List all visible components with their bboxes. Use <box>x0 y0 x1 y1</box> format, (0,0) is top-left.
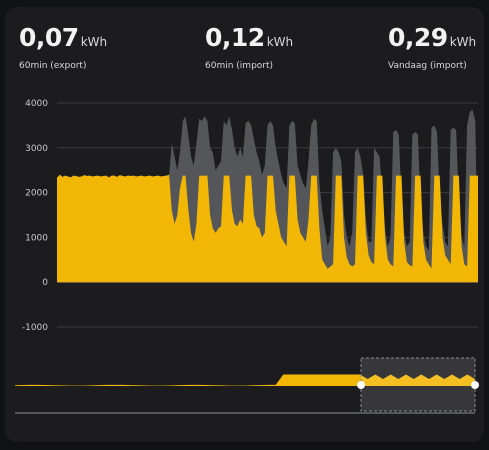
energy-card: 0,07 kWh 60min (export) 0,12 kWh 60min (im… <box>5 7 484 442</box>
stat-import-today: 0,29 kWh Vandaag (import) <box>388 23 476 71</box>
stat-import-60min: 0,12 kWh 60min (import) <box>205 23 293 71</box>
stat-value: 0,07 <box>19 23 79 52</box>
y-tick-label: 0 <box>42 278 48 288</box>
navigator-handle-right[interactable] <box>471 381 479 389</box>
stat-value: 0,12 <box>205 23 265 52</box>
navigator-selection[interactable] <box>360 357 476 412</box>
power-chart: 4000 3000 2000 1000 0 -1000 <box>15 99 479 414</box>
stat-label: 60min (import) <box>205 61 274 71</box>
stat-unit: kWh <box>449 35 477 49</box>
stat-unit: kWh <box>80 35 108 49</box>
y-tick-label: 4000 <box>25 99 48 109</box>
y-tick-label: 3000 <box>25 144 48 154</box>
series-area-yellow <box>57 174 478 283</box>
stat-label: Vandaag (import) <box>388 61 467 71</box>
navigator-handle-left[interactable] <box>357 381 365 389</box>
y-tick-label: 2000 <box>25 189 48 199</box>
y-tick-label: 1000 <box>25 233 48 243</box>
stat-label: 60min (export) <box>19 61 87 71</box>
stat-unit: kWh <box>266 35 294 49</box>
y-tick-label: -1000 <box>22 323 48 333</box>
stat-value: 0,29 <box>388 23 448 52</box>
stat-export-60min: 0,07 kWh 60min (export) <box>19 23 107 71</box>
